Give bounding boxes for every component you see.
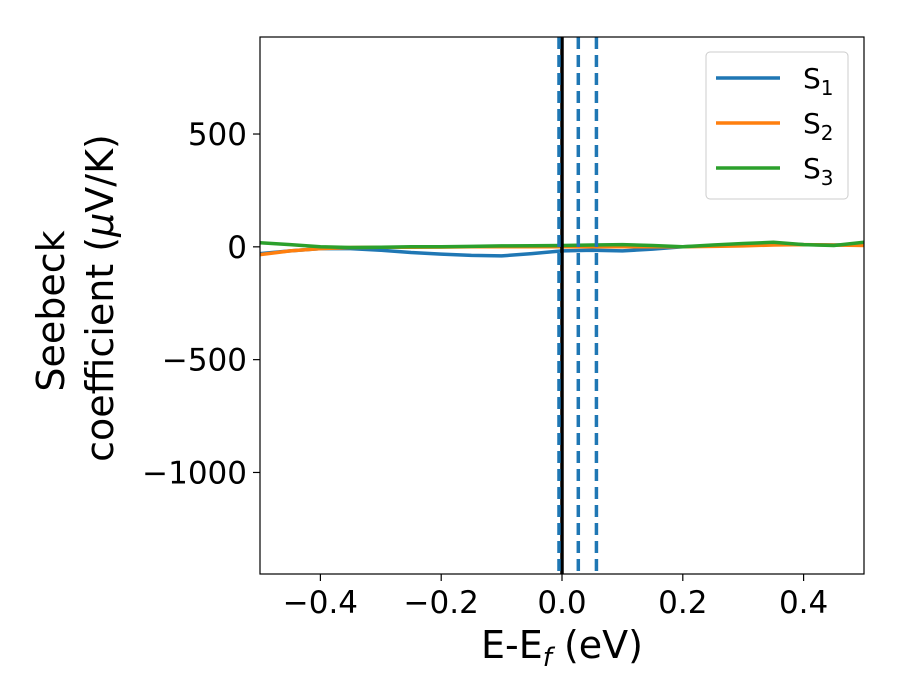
legend-label-main: S	[803, 62, 821, 95]
legend-label-3: S3	[803, 152, 834, 190]
x-axis-ticks: −0.4 −0.2 0.0 0.2 0.4	[283, 574, 828, 621]
legend-label-subscript: 3	[821, 166, 834, 190]
legend-label-subscript: 2	[821, 121, 834, 145]
y-axis-label-line1: Seebeck	[29, 230, 73, 391]
y-axis-ticks: 500 0 −500 −1000	[142, 117, 260, 491]
x-axis-label-main: E-E	[481, 623, 543, 667]
y-axis-label-mu: μ	[78, 213, 122, 238]
y-axis-label-line2: coefficient (μV/K)	[78, 134, 122, 462]
x-tick-label: 0.2	[658, 585, 707, 621]
legend-label-main: S	[803, 107, 821, 140]
vertical-lines	[557, 37, 599, 574]
y-axis-label-line2-text: coefficient (	[78, 237, 122, 462]
x-tick-label: 0.4	[779, 585, 828, 621]
y-tick-label: −500	[162, 343, 247, 379]
y-axis-label-unit: V/K)	[78, 134, 122, 213]
x-axis-label: E-Ef (eV)	[481, 623, 643, 673]
y-tick-label: 500	[188, 117, 247, 153]
x-tick-label: −0.2	[404, 585, 479, 621]
legend-label-2: S2	[803, 107, 834, 145]
x-tick-label: −0.4	[283, 585, 358, 621]
legend-label-subscript: 1	[821, 76, 834, 100]
y-tick-label: −1000	[142, 455, 247, 491]
x-tick-label: 0.0	[537, 585, 586, 621]
y-tick-label: 0	[227, 230, 247, 266]
legend-label-main: S	[803, 152, 821, 185]
x-axis-label-unit: (eV)	[552, 623, 643, 667]
legend-label-1: S1	[803, 62, 834, 100]
plot-area	[259, 36, 865, 575]
legend-box	[705, 51, 849, 200]
